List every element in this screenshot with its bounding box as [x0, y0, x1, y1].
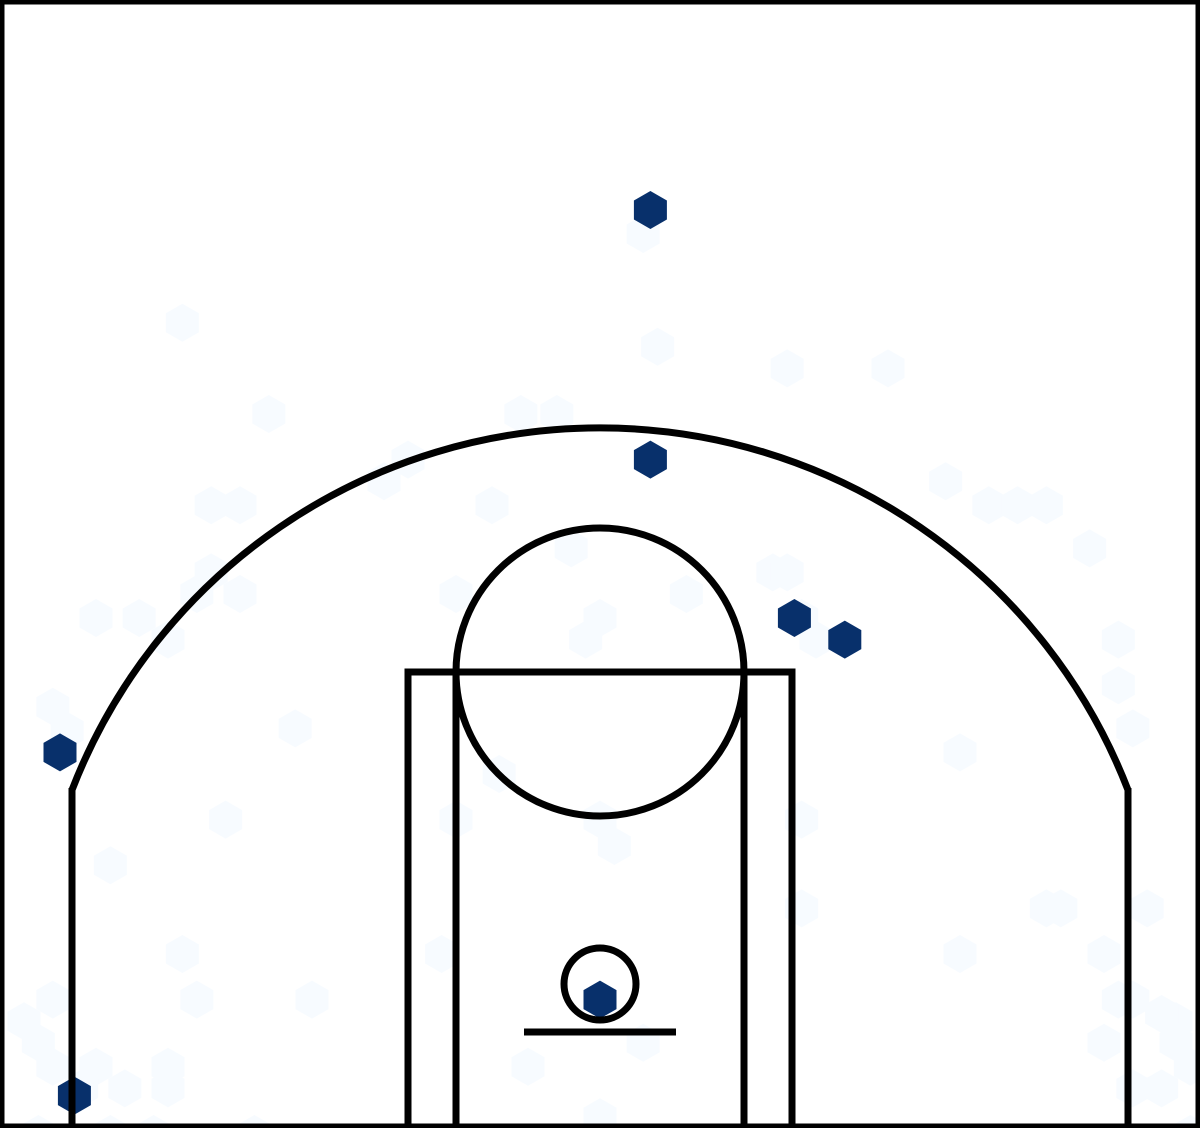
hexbin-low — [1073, 529, 1107, 568]
hexbin-low — [252, 395, 286, 433]
hexbin-low — [511, 1047, 545, 1086]
hexbin-low — [475, 486, 509, 525]
hexbin-low — [36, 980, 70, 1019]
hexbin-low — [122, 599, 156, 637]
hexbin-low — [943, 935, 977, 973]
hexbin-low — [583, 800, 617, 839]
hexbin-low — [93, 846, 127, 885]
hexbin-low — [21, 1023, 55, 1062]
hexbin-low — [770, 553, 804, 592]
hexbin-low — [151, 620, 185, 659]
hexbin-low — [278, 709, 312, 748]
hexbin-high — [828, 620, 862, 659]
hexbin-high — [633, 440, 667, 479]
hexbin-low — [180, 980, 214, 1019]
hexbin-high — [777, 599, 811, 637]
hexbin-low — [1173, 1047, 1200, 1086]
hexbin-low — [1101, 666, 1135, 705]
hexbin-low — [554, 529, 588, 568]
hexbin-low — [770, 349, 804, 388]
hexbin-low — [165, 303, 199, 342]
hexbin-high — [633, 191, 667, 229]
hexbin-low — [194, 486, 228, 525]
hexbin-high — [583, 980, 617, 1019]
hexbin-low — [1001, 486, 1035, 525]
hexbin-low — [425, 935, 459, 973]
hexbin-low — [540, 395, 574, 433]
hexbin-low — [209, 800, 243, 839]
hexbin-low — [1087, 935, 1121, 973]
hexbin-low — [972, 486, 1006, 525]
hexbin-low — [79, 599, 113, 637]
hexbin-low — [295, 980, 329, 1019]
hexbin-low — [151, 1069, 185, 1108]
hexbin-low — [871, 349, 905, 388]
hexbin-low — [1029, 486, 1063, 525]
free-throw-circle — [452, 524, 748, 820]
hexbin-low — [439, 575, 473, 613]
hexbin-low — [223, 486, 257, 525]
hexbin-low — [1145, 995, 1179, 1033]
hexbin-low — [504, 395, 538, 433]
hexbin-low — [1116, 709, 1150, 748]
hexbin-low — [943, 733, 977, 772]
hexbin-low — [799, 620, 833, 659]
hexbin-low — [1029, 889, 1063, 928]
hoop — [560, 944, 640, 1024]
hexbin-low — [1087, 1023, 1121, 1062]
hexbin-low — [641, 327, 675, 366]
hexbin-low — [1145, 1069, 1179, 1108]
hexbin-low — [583, 1098, 617, 1128]
hexbin-low — [597, 827, 631, 865]
hexbin-low — [165, 935, 199, 973]
hexbin-low — [108, 1069, 142, 1108]
hexbin-low — [669, 575, 703, 613]
hexbin-low — [1101, 620, 1135, 659]
hexbin-low — [583, 599, 617, 637]
outer-paint — [404, 668, 796, 1128]
three-point-arc — [68, 424, 1132, 792]
hexbin-low — [929, 462, 963, 501]
hexbin-low — [223, 575, 257, 613]
hexbin-low — [1130, 889, 1164, 928]
hexbin-high — [43, 733, 77, 772]
